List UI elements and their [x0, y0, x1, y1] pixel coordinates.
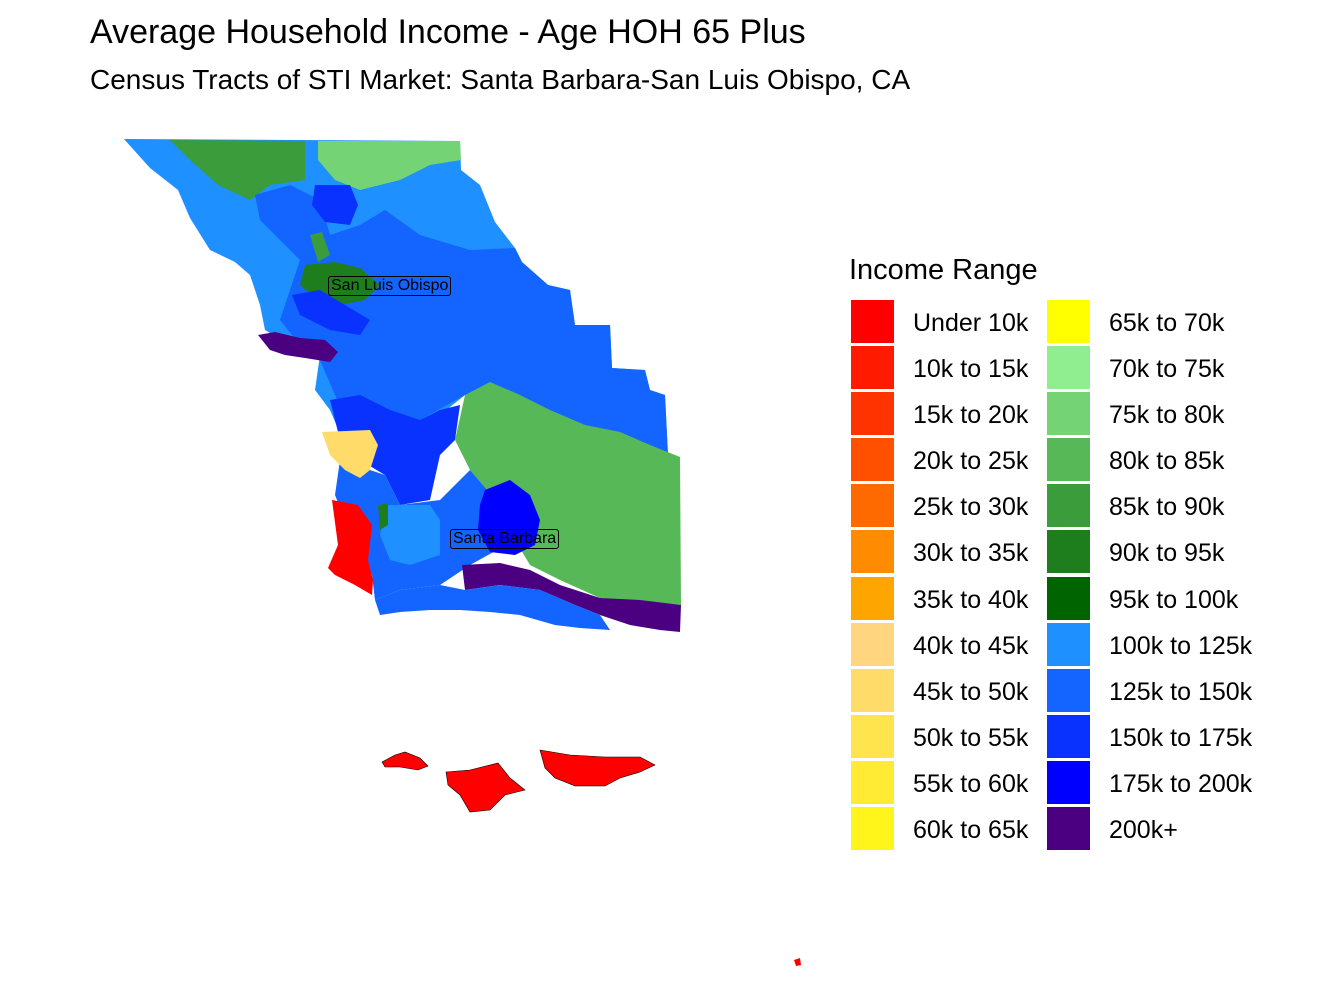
legend-swatch [851, 346, 894, 390]
tract-slo-small-85k [310, 232, 330, 262]
legend-swatch [1047, 576, 1090, 620]
legend-swatch [851, 622, 894, 666]
legend-swatch [1047, 392, 1090, 436]
legend-label: 70k to 75k [1109, 355, 1225, 384]
map-subtitle: Census Tracts of STI Market: Santa Barba… [90, 64, 911, 95]
legend-label: 80k to 85k [1109, 447, 1225, 476]
tract-sb-east-80k [455, 382, 681, 605]
legend-label: 75k to 80k [1109, 401, 1225, 430]
legend-label: 30k to 35k [913, 539, 1029, 568]
legend-label: 25k to 30k [913, 493, 1029, 522]
legend-label: 55k to 60k [913, 769, 1029, 798]
tract-santa-barbara-175k [478, 480, 540, 555]
legend-swatch [1047, 760, 1090, 804]
island-santa-rosa [445, 762, 526, 813]
tract-sb-north-150k [330, 395, 460, 505]
tract-coast-200k [258, 332, 338, 362]
legend-swatch [851, 668, 894, 712]
legend-label: 35k to 40k [913, 585, 1029, 614]
city-label-santa-barbara: Santa Barbara [450, 529, 560, 549]
legend-label: 15k to 20k [913, 401, 1029, 430]
tract-sb-south-200k [462, 563, 681, 632]
tract-sb-coast-125k [375, 585, 610, 630]
legend-swatch [851, 484, 894, 528]
island-san-miguel [381, 751, 429, 771]
tract-north-75k [318, 141, 461, 190]
legend-swatch [851, 438, 894, 482]
tract-central-125k [255, 185, 668, 455]
legend-label: 125k to 150k [1109, 677, 1253, 706]
tract-sb-45k [322, 430, 378, 478]
tract-sb-coast-under10k [328, 500, 373, 595]
legend-swatch [851, 530, 894, 574]
island-santa-cruz [539, 749, 656, 787]
legend-swatch [851, 714, 894, 758]
tract-slo-north-150k [312, 185, 358, 225]
legend-swatch [1047, 438, 1090, 482]
legend-label: 50k to 55k [913, 723, 1029, 752]
legend-label: 100k to 125k [1109, 631, 1253, 660]
legend-swatch [1047, 484, 1090, 528]
tract-small-90k [378, 503, 388, 530]
legend-swatch [851, 300, 894, 343]
legend-swatch [1047, 807, 1090, 851]
legend-swatch [1047, 346, 1090, 390]
legend-swatch [1047, 530, 1090, 574]
legend-label: 20k to 25k [913, 447, 1029, 476]
tract-slo-south-150k [292, 290, 370, 335]
legend-label: 150k to 175k [1109, 723, 1253, 752]
legend-label: 175k to 200k [1109, 769, 1253, 798]
legend-label: 65k to 70k [1109, 309, 1225, 337]
legend-label: 45k to 50k [913, 677, 1029, 706]
legend-swatch [851, 807, 894, 851]
legend-label: 40k to 45k [913, 631, 1029, 660]
tract-nw-85k [170, 140, 305, 200]
legend-label: 85k to 90k [1109, 493, 1225, 522]
legend-swatch [1047, 714, 1090, 758]
legend-label: 10k to 15k [913, 355, 1029, 384]
island-small [794, 958, 801, 966]
legend-label: 200k+ [1109, 816, 1178, 845]
legend-label: 90k to 95k [1109, 539, 1225, 568]
legend-swatch [851, 576, 894, 620]
city-label-san-luis-obispo: San Luis Obispo [328, 276, 452, 296]
legend-swatch [1047, 300, 1090, 343]
legend-label: 60k to 65k [913, 816, 1029, 845]
legend-swatch [851, 392, 894, 436]
tract-sb-west-100k [380, 505, 440, 565]
legend-swatch [851, 760, 894, 804]
legend-label: Under 10k [913, 309, 1029, 337]
legend-title: Income Range [849, 254, 1038, 286]
legend-swatch [1047, 668, 1090, 712]
legend-label: 95k to 100k [1109, 585, 1239, 614]
map-title: Average Household Income - Age HOH 65 Pl… [90, 13, 806, 51]
legend-swatch [1047, 622, 1090, 666]
